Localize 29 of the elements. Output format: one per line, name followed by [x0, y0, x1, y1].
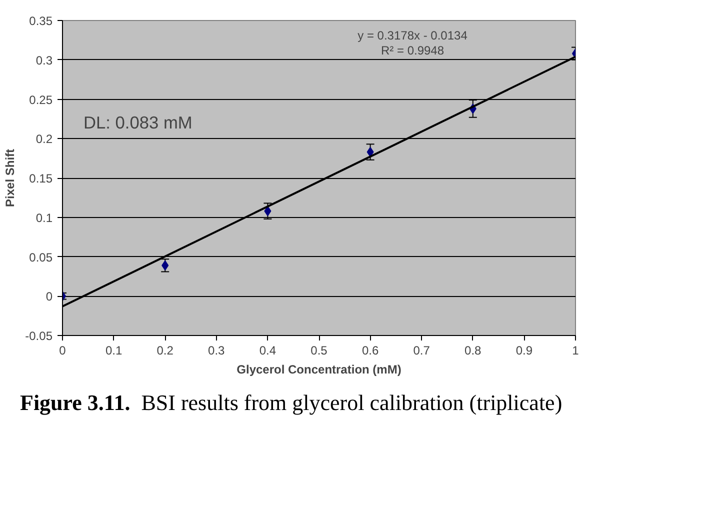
point: [264, 206, 272, 216]
y-tick-label: 0.2: [36, 132, 53, 146]
point: [162, 260, 169, 270]
y-axis-title: Pixel Shift: [3, 148, 18, 208]
x-tick-label: 0: [59, 344, 66, 358]
x-tick-label: 0.4: [259, 344, 276, 358]
y-tick-label: 0.25: [29, 92, 53, 107]
x-tick-label: 0.9: [516, 344, 533, 358]
y-tick-label: -0.05: [25, 329, 53, 343]
y-tick-label: 0: [46, 290, 53, 304]
annotation: y = 0.3178x - 0.0134: [358, 28, 468, 42]
x-tick-label: 0.8: [464, 344, 482, 358]
y-tick-label: 0.05: [29, 250, 53, 264]
x-tick-label: 0.7: [413, 344, 430, 358]
x-tick-label: 0.3: [208, 344, 226, 358]
y-tick-label: 0.1: [36, 210, 53, 225]
caption: Figure 3.11. BSI results from glycerol calibration (triplicate): [20, 390, 562, 416]
x-tick-label: 0.1: [105, 344, 122, 358]
y-tick-label: 0.15: [29, 172, 53, 186]
x-tick-label: 0.6: [362, 344, 379, 358]
x-axis-title: Glycerol Concentration (mM): [236, 362, 402, 376]
y-tick-label: 0.35: [29, 14, 53, 28]
x-tick-label: 0.5: [310, 344, 328, 358]
y-tick-label: 0.3: [36, 53, 53, 68]
x-tick-label: 1: [572, 344, 580, 358]
x-tick-label: 0.2: [156, 344, 174, 358]
point: [366, 147, 374, 158]
annotation: DL: 0.083 mM: [84, 112, 192, 132]
annotation: R² = 0.9948: [380, 44, 444, 58]
